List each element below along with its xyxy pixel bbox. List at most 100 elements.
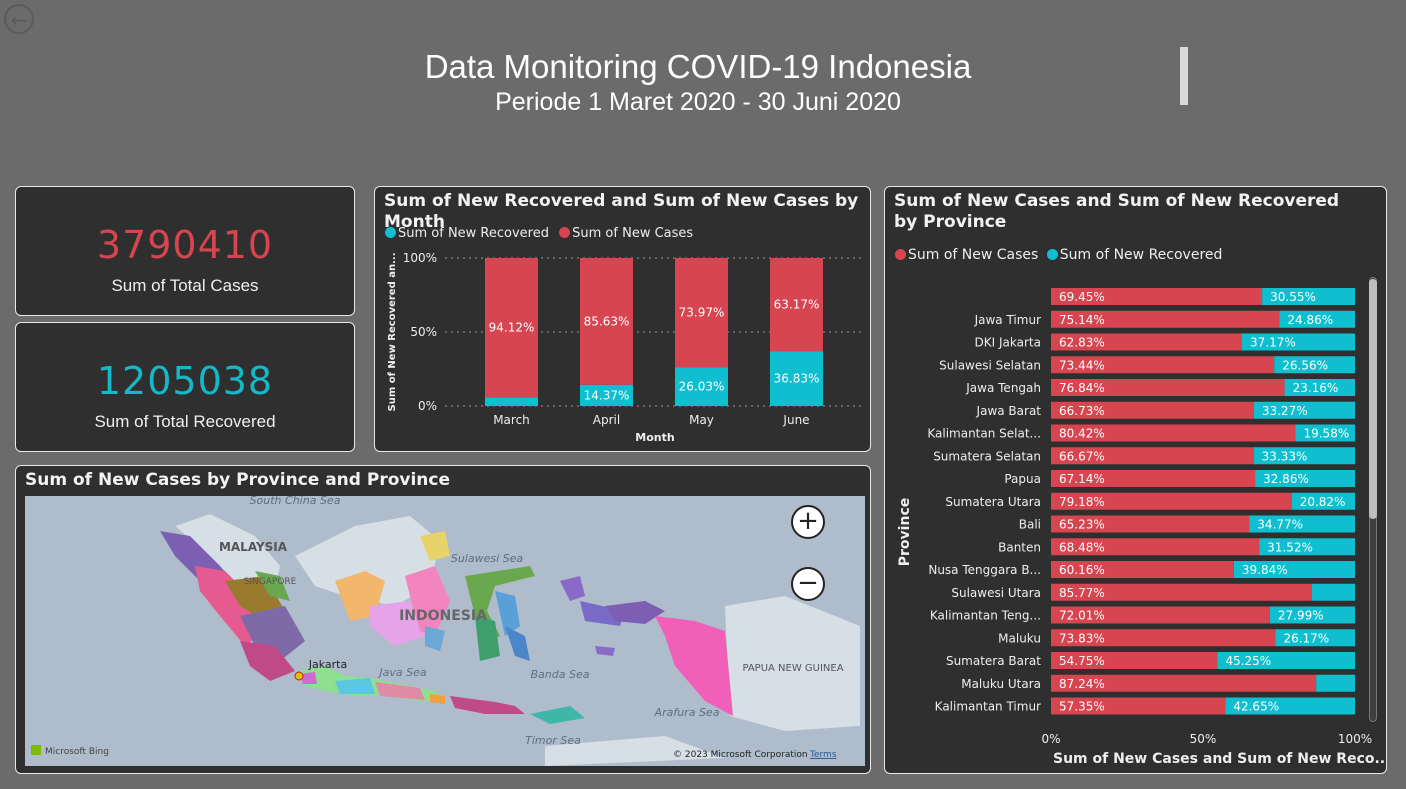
province-bar-cases[interactable] xyxy=(1051,583,1312,601)
province-bar-recovered[interactable] xyxy=(1316,674,1355,692)
province-bar-cases[interactable] xyxy=(1051,470,1256,487)
province-bar-cases[interactable] xyxy=(1051,424,1296,442)
province-bar-recovered[interactable] xyxy=(1225,697,1355,715)
province-bar-recovered-label: 26.56% xyxy=(1282,358,1328,372)
province-scroll-thumb[interactable] xyxy=(1369,279,1377,519)
singapore-label: SINGAPORE xyxy=(244,577,297,587)
province-bar-cases[interactable] xyxy=(1051,652,1218,669)
province-ytick: Nusa Tenggara B... xyxy=(928,563,1041,577)
province-bar-cases[interactable] xyxy=(1051,379,1285,396)
arrow-left-icon: ← xyxy=(10,8,28,32)
province-bar-cases[interactable] xyxy=(1051,629,1276,647)
province-bar-recovered[interactable] xyxy=(1249,515,1355,533)
province-bar-recovered[interactable] xyxy=(1269,606,1355,624)
province-bar-recovered-label: 32.86% xyxy=(1263,472,1309,486)
month-bar-cases[interactable] xyxy=(485,258,538,398)
province-bar-recovered[interactable] xyxy=(1242,333,1355,351)
province-ytick: Jawa Tengah xyxy=(965,381,1041,395)
month-bar-cases-label: 63.17% xyxy=(774,298,820,312)
province-bar-cases-label: 68.48% xyxy=(1059,540,1105,554)
province-bar-recovered[interactable] xyxy=(1255,470,1355,487)
legend-cases-label: Sum of New Cases xyxy=(908,247,1039,263)
month-chart-svg: 100% 50% 0% 94.12% March 85.63% 14.37% April 73… xyxy=(387,251,865,444)
province-ytick: Jawa Timur xyxy=(974,313,1041,327)
province-ytick: Sulawesi Selatan xyxy=(939,358,1041,372)
province-bar-recovered[interactable] xyxy=(1279,310,1355,328)
month-bar-recovered[interactable] xyxy=(770,351,823,406)
kalsel-region xyxy=(425,626,445,651)
sulawesi-sea-label: Sulawesi Sea xyxy=(451,552,524,565)
kalteng-region xyxy=(370,601,425,646)
province-bar-recovered[interactable] xyxy=(1291,492,1355,510)
zoom-out-button[interactable]: − xyxy=(791,567,825,601)
province-bar-recovered[interactable] xyxy=(1275,629,1355,647)
back-button[interactable]: ← xyxy=(4,4,34,34)
sulbar-sulsel-region xyxy=(475,616,500,661)
ntb-ntt-region xyxy=(450,696,525,714)
province-bar-recovered[interactable] xyxy=(1295,424,1355,442)
month-bar-cases[interactable] xyxy=(580,258,633,385)
zoom-in-button[interactable]: + xyxy=(791,505,825,539)
province-bar-cases[interactable] xyxy=(1051,447,1254,465)
province-bar-recovered-label: 27.99% xyxy=(1278,609,1324,623)
province-bar-cases-label: 67.14% xyxy=(1059,472,1105,486)
jakarta-label: Jakarta xyxy=(308,658,347,671)
province-ytick: Banten xyxy=(998,540,1041,554)
kepri-region xyxy=(255,571,290,601)
province-bar-recovered[interactable] xyxy=(1262,288,1355,305)
province-bar-cases[interactable] xyxy=(1051,310,1280,328)
province-bar-cases-label: 80.42% xyxy=(1059,427,1105,441)
province-bar-cases[interactable] xyxy=(1051,538,1260,556)
province-ytick: Bali xyxy=(1019,518,1041,532)
month-bar-cases-label: 73.97% xyxy=(679,306,725,320)
province-bar-recovered[interactable] xyxy=(1311,583,1355,601)
province-chart-legend[interactable]: Sum of New Cases Sum of New Recovered xyxy=(895,247,1222,263)
province-bar-cases[interactable] xyxy=(1051,515,1250,533)
province-map[interactable]: South China Sea MALAYSIA SINGAPORE Sulaw… xyxy=(25,496,865,766)
month-bar-cases[interactable] xyxy=(770,258,823,352)
month-bar-recovered[interactable] xyxy=(485,397,538,406)
province-bar-recovered[interactable] xyxy=(1284,379,1355,396)
jambi-sumsel-region xyxy=(240,606,305,661)
province-bar-cases[interactable] xyxy=(1051,288,1263,305)
province-bar-cases[interactable] xyxy=(1051,561,1234,578)
month-bar-recovered[interactable] xyxy=(675,367,728,406)
month-chart-card[interactable]: Sum of New Recovered and Sum of New Case… xyxy=(374,186,871,452)
province-bar-cases[interactable] xyxy=(1051,674,1317,692)
terms-link[interactable]: Terms xyxy=(809,750,837,760)
map-card[interactable]: Sum of New Cases by Province and Provinc… xyxy=(15,465,871,774)
province-bar-recovered-label: 37.17% xyxy=(1250,336,1296,350)
province-bar-recovered[interactable] xyxy=(1253,447,1355,465)
province-bar-cases[interactable] xyxy=(1051,333,1243,351)
province-bar-cases[interactable] xyxy=(1051,356,1275,374)
month-xtick: March xyxy=(493,413,530,427)
province-bar-recovered[interactable] xyxy=(1259,538,1355,556)
decorative-bar xyxy=(1180,47,1188,105)
total-cases-card[interactable]: 3790410 Sum of Total Cases xyxy=(15,186,355,316)
month-ytick: 0% xyxy=(418,399,437,413)
bing-label: Microsoft Bing xyxy=(45,747,109,757)
minus-icon: − xyxy=(797,568,819,598)
province-bar-recovered[interactable] xyxy=(1233,561,1355,578)
total-recovered-card[interactable]: 1205038 Sum of Total Recovered xyxy=(15,322,355,452)
month-bar-cases[interactable] xyxy=(675,258,728,368)
province-bar-cases[interactable] xyxy=(1051,606,1270,624)
province-ytick: Jawa Barat xyxy=(976,404,1042,418)
arafura-sea-label: Arafura Sea xyxy=(654,706,720,719)
province-bar-cases[interactable] xyxy=(1051,697,1226,715)
province-bar-recovered[interactable] xyxy=(1217,652,1355,669)
province-bar-recovered-label: 33.33% xyxy=(1262,449,1308,463)
province-bar-cases-label: 73.44% xyxy=(1059,358,1105,372)
province-chart-svg: 69.45% 30.55% 75.14% 24.86% Jawa Timur 62.83%… xyxy=(897,288,1385,767)
province-bar-recovered[interactable] xyxy=(1274,356,1355,374)
province-bar-recovered-label: 30.55% xyxy=(1270,290,1316,304)
kaltim-region xyxy=(405,566,450,636)
province-bar-cases[interactable] xyxy=(1051,492,1292,510)
province-chart-card[interactable]: Sum of New Cases and Sum of New Recovere… xyxy=(884,186,1387,774)
month-bar-recovered[interactable] xyxy=(580,384,633,406)
province-bar-cases[interactable] xyxy=(1051,401,1254,419)
province-bar-recovered[interactable] xyxy=(1253,401,1355,419)
province-ytick: Sumatera Utara xyxy=(945,495,1041,509)
province-ytick: Sulawesi Utara xyxy=(951,586,1041,600)
month-chart-legend[interactable]: Sum of New Recovered Sum of New Cases xyxy=(385,226,693,241)
